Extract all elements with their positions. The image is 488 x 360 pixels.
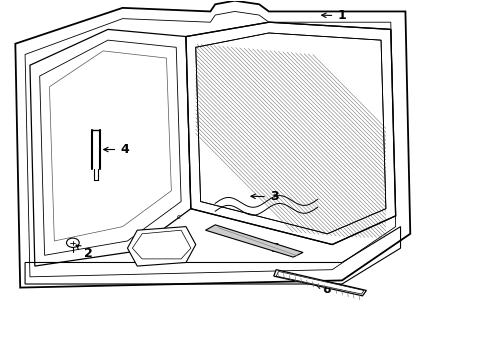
Text: 6: 6 [316, 283, 330, 296]
Polygon shape [127, 226, 195, 266]
Text: 4: 4 [103, 143, 129, 156]
Polygon shape [195, 33, 385, 234]
Text: 2: 2 [76, 245, 92, 260]
Polygon shape [185, 22, 395, 244]
Polygon shape [273, 270, 366, 296]
Polygon shape [205, 225, 303, 257]
Polygon shape [15, 1, 409, 288]
Text: 5: 5 [263, 242, 280, 255]
Text: 1: 1 [321, 9, 345, 22]
Text: c: c [176, 214, 180, 220]
Text: 3: 3 [250, 190, 278, 203]
